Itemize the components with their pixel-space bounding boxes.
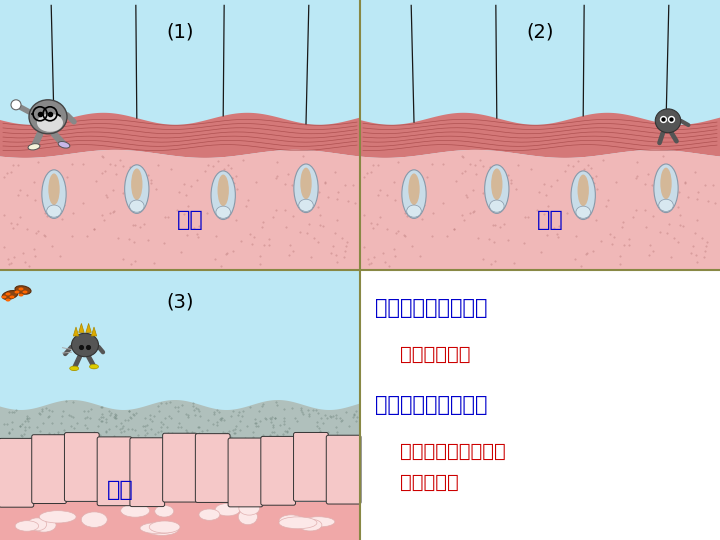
Text: 黏膜: 黏膜 <box>107 480 133 500</box>
Polygon shape <box>86 323 91 333</box>
Ellipse shape <box>407 205 421 217</box>
Text: (3): (3) <box>166 292 194 311</box>
Polygon shape <box>360 113 720 158</box>
Ellipse shape <box>217 174 229 206</box>
Ellipse shape <box>279 515 303 526</box>
Ellipse shape <box>571 171 595 220</box>
Ellipse shape <box>40 511 76 523</box>
Ellipse shape <box>130 200 144 212</box>
Ellipse shape <box>211 171 235 220</box>
Bar <box>0 0 360 270</box>
Ellipse shape <box>15 521 39 531</box>
Ellipse shape <box>239 502 259 515</box>
Bar <box>0 502 360 540</box>
Ellipse shape <box>149 521 180 533</box>
Ellipse shape <box>299 199 313 211</box>
Ellipse shape <box>70 366 78 370</box>
Ellipse shape <box>37 114 63 132</box>
FancyBboxPatch shape <box>32 435 66 503</box>
Ellipse shape <box>19 287 24 291</box>
FancyBboxPatch shape <box>228 438 263 507</box>
FancyBboxPatch shape <box>97 437 132 505</box>
Ellipse shape <box>654 164 678 213</box>
Ellipse shape <box>145 524 179 535</box>
Polygon shape <box>73 327 78 336</box>
Ellipse shape <box>279 517 317 529</box>
Ellipse shape <box>215 503 240 516</box>
Ellipse shape <box>2 291 18 300</box>
Ellipse shape <box>408 173 420 205</box>
FancyBboxPatch shape <box>261 436 295 505</box>
Polygon shape <box>360 150 720 270</box>
FancyBboxPatch shape <box>326 435 361 504</box>
Text: 皮肤: 皮肤 <box>176 210 203 230</box>
Bar <box>360 0 720 270</box>
Text: 皮肤: 皮肤 <box>536 210 563 230</box>
Polygon shape <box>91 327 96 336</box>
Bar <box>360 270 720 540</box>
Ellipse shape <box>300 167 312 199</box>
Ellipse shape <box>28 144 40 150</box>
FancyBboxPatch shape <box>195 434 230 502</box>
FancyBboxPatch shape <box>163 433 197 502</box>
Ellipse shape <box>216 206 230 218</box>
Ellipse shape <box>155 505 174 517</box>
Ellipse shape <box>660 167 672 199</box>
Ellipse shape <box>655 109 680 133</box>
Ellipse shape <box>89 364 99 369</box>
Ellipse shape <box>42 170 66 218</box>
Ellipse shape <box>490 200 504 212</box>
Ellipse shape <box>299 519 322 531</box>
Ellipse shape <box>140 523 177 534</box>
Ellipse shape <box>6 293 11 295</box>
Ellipse shape <box>199 509 220 521</box>
Ellipse shape <box>1 295 6 299</box>
Ellipse shape <box>29 100 67 134</box>
Ellipse shape <box>125 165 149 213</box>
Polygon shape <box>78 323 84 333</box>
Ellipse shape <box>402 170 426 218</box>
Polygon shape <box>0 113 360 158</box>
Ellipse shape <box>576 206 590 218</box>
Ellipse shape <box>32 518 56 532</box>
Ellipse shape <box>238 509 258 525</box>
Ellipse shape <box>58 141 70 148</box>
Polygon shape <box>0 150 360 270</box>
Ellipse shape <box>9 295 14 299</box>
Ellipse shape <box>6 299 11 301</box>
FancyBboxPatch shape <box>294 433 328 501</box>
Polygon shape <box>0 400 360 441</box>
Text: 第一道防线的组成：: 第一道防线的组成： <box>375 298 487 318</box>
Text: (2): (2) <box>526 22 554 41</box>
Ellipse shape <box>81 512 107 528</box>
Ellipse shape <box>485 165 509 213</box>
Ellipse shape <box>577 174 589 206</box>
Ellipse shape <box>48 173 60 205</box>
Text: 皮肤和黏膜。: 皮肤和黏膜。 <box>400 345 470 364</box>
Text: (1): (1) <box>166 22 194 41</box>
Ellipse shape <box>71 333 99 357</box>
Ellipse shape <box>121 504 150 517</box>
Bar <box>0 270 360 540</box>
Ellipse shape <box>19 294 24 296</box>
Ellipse shape <box>14 291 19 294</box>
Ellipse shape <box>27 518 47 531</box>
Ellipse shape <box>47 205 61 217</box>
Ellipse shape <box>22 291 27 294</box>
Text: 阻挡或杀死病原体，
清扫异物。: 阻挡或杀死病原体， 清扫异物。 <box>400 442 505 492</box>
Ellipse shape <box>302 517 335 527</box>
Ellipse shape <box>131 168 143 200</box>
Ellipse shape <box>294 164 318 213</box>
Ellipse shape <box>659 199 673 211</box>
Text: 第一道防线的功能：: 第一道防线的功能： <box>375 395 487 415</box>
Ellipse shape <box>491 168 503 200</box>
Ellipse shape <box>15 286 31 294</box>
FancyBboxPatch shape <box>0 438 34 507</box>
FancyBboxPatch shape <box>65 433 99 502</box>
FancyBboxPatch shape <box>130 438 165 507</box>
Circle shape <box>11 100 21 110</box>
